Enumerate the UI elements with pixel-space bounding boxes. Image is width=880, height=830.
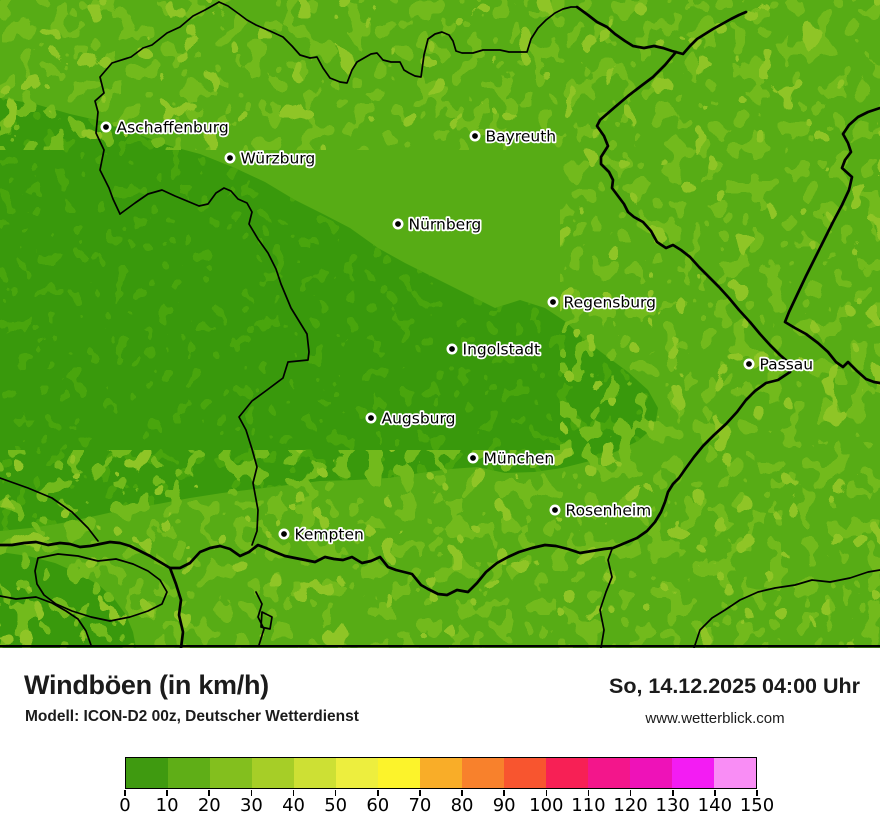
- legend-segment: [504, 758, 546, 788]
- legend-segment: [378, 758, 420, 788]
- legend-segment: [336, 758, 378, 788]
- city-dot: [467, 452, 479, 464]
- city-label: Augsburg: [382, 410, 456, 428]
- legend-tick: [377, 790, 379, 796]
- legend-tick: [124, 790, 126, 796]
- legend-tick-label: 120: [613, 795, 648, 816]
- city-markers: Aschaffenburg Würzburg Bayreuth Nürnberg Reg…: [100, 117, 815, 545]
- city-dot: [392, 218, 404, 230]
- map-bottom-frame: [0, 645, 880, 648]
- legend-colorbar: [125, 757, 757, 789]
- city-label: Nürnberg: [409, 216, 482, 234]
- legend-segment: [294, 758, 336, 788]
- legend-segment: [420, 758, 462, 788]
- legend-tick-label: 10: [155, 795, 179, 816]
- city-dot: [743, 358, 755, 370]
- legend-tick: [671, 790, 674, 796]
- legend-segment: [462, 758, 504, 788]
- legend-tick: [292, 790, 295, 796]
- legend-tick: [503, 790, 505, 796]
- legend-tick-label: 40: [282, 795, 305, 816]
- legend-tick-label: 100: [529, 795, 564, 816]
- legend-tick: [250, 790, 253, 796]
- legend-tick: [334, 790, 337, 796]
- city-label: Rosenheim: [566, 502, 652, 520]
- city-dot: [100, 121, 112, 133]
- legend-tick: [166, 790, 168, 796]
- city-dot: [549, 504, 561, 516]
- legend-tick-label: 50: [324, 795, 348, 816]
- legend-tick: [545, 790, 548, 796]
- legend-segment: [210, 758, 252, 788]
- datetime-label: So, 14.12.2025 04:00 Uhr: [609, 674, 860, 698]
- legend-tick: [587, 790, 590, 796]
- state-borders: [0, 1, 880, 648]
- model-info: Modell: ICON-D2 00z, Deutscher Wetterdie…: [25, 708, 359, 725]
- legend-tick-label: 30: [239, 795, 263, 816]
- legend-tick-label: 0: [119, 795, 131, 816]
- legend-tick-label: 110: [571, 795, 606, 816]
- legend-tick-label: 90: [492, 795, 516, 816]
- country-borders: [0, 5, 880, 648]
- legend-tick-label: 130: [655, 795, 690, 816]
- city-label: Aschaffenburg: [117, 119, 229, 137]
- legend-segment: [168, 758, 210, 788]
- city-dot: [224, 152, 236, 164]
- legend-segment: [714, 758, 756, 788]
- legend-segment: [126, 758, 168, 788]
- legend-tick: [714, 790, 716, 796]
- legend-tick-label: 60: [366, 795, 390, 816]
- legend-tick-label: 70: [408, 795, 432, 816]
- city-dot: [278, 528, 290, 540]
- legend-tick-label: 80: [450, 795, 474, 816]
- city-dot: [446, 343, 458, 355]
- legend-segment: [588, 758, 630, 788]
- legend-segment: [672, 758, 714, 788]
- map-title: Windböen (in km/h): [24, 670, 269, 700]
- city-label: Ingolstadt: [463, 341, 541, 359]
- legend-segment: [630, 758, 672, 788]
- legend-segment: [546, 758, 588, 788]
- city-dot: [469, 130, 481, 142]
- legend-tick: [419, 790, 421, 796]
- legend-tick-label: 150: [739, 795, 775, 816]
- city-label: Würzburg: [241, 150, 316, 168]
- legend-segment: [252, 758, 294, 788]
- city-label: Kempten: [295, 526, 364, 544]
- legend-tick: [208, 790, 211, 796]
- city-label: Passau: [760, 356, 814, 374]
- city-label: Bayreuth: [486, 128, 557, 146]
- city-dot: [547, 296, 559, 308]
- legend-tick: [756, 790, 758, 796]
- legend-tick: [461, 790, 463, 796]
- footer-panel: [0, 648, 880, 830]
- legend-tick-label: 20: [197, 795, 221, 816]
- city-label: München: [484, 450, 555, 468]
- city-label: Regensburg: [564, 294, 657, 312]
- city-dot: [365, 412, 377, 424]
- legend-tick: [629, 790, 632, 796]
- legend-tick-label: 140: [697, 795, 733, 816]
- website-url: www.wetterblick.com: [645, 710, 785, 727]
- weather-map: Aschaffenburg Würzburg Bayreuth Nürnberg Reg…: [0, 0, 880, 648]
